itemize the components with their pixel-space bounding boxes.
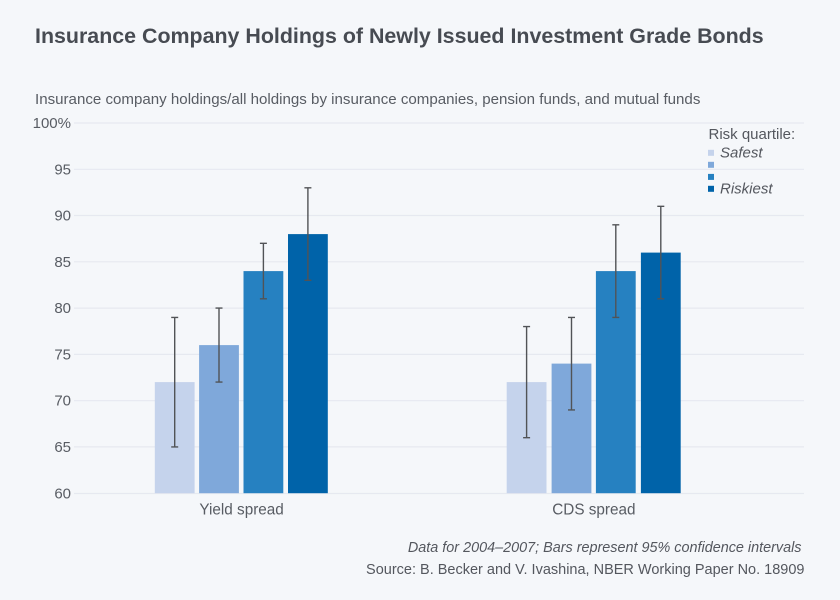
svg-text:Safest: Safest (720, 145, 763, 162)
svg-text:Riskiest: Riskiest (720, 181, 773, 198)
svg-text:100%: 100% (33, 115, 71, 132)
svg-text:Source: B. Becker and V. Ivash: Source: B. Becker and V. Ivashina, NBER … (366, 562, 804, 578)
svg-text:Insurance Company Holdings of: Insurance Company Holdings of Newly Issu… (35, 24, 764, 48)
svg-text:Yield spread: Yield spread (199, 502, 283, 519)
svg-text:85: 85 (54, 254, 71, 271)
svg-text:75: 75 (54, 346, 71, 363)
svg-text:Insurance company holdings/all: Insurance company holdings/all holdings … (35, 91, 700, 108)
svg-text:70: 70 (54, 393, 71, 410)
svg-text:CDS spread: CDS spread (552, 502, 635, 519)
svg-text:65: 65 (54, 439, 71, 456)
svg-text:95: 95 (54, 161, 71, 178)
svg-text:Data for 2004–2007; Bars repre: Data for 2004–2007; Bars represent 95% c… (408, 540, 802, 556)
svg-text:60: 60 (54, 486, 71, 503)
svg-text:Risk quartile:: Risk quartile: (709, 126, 796, 143)
svg-text:80: 80 (54, 300, 71, 317)
svg-text:90: 90 (54, 208, 71, 225)
